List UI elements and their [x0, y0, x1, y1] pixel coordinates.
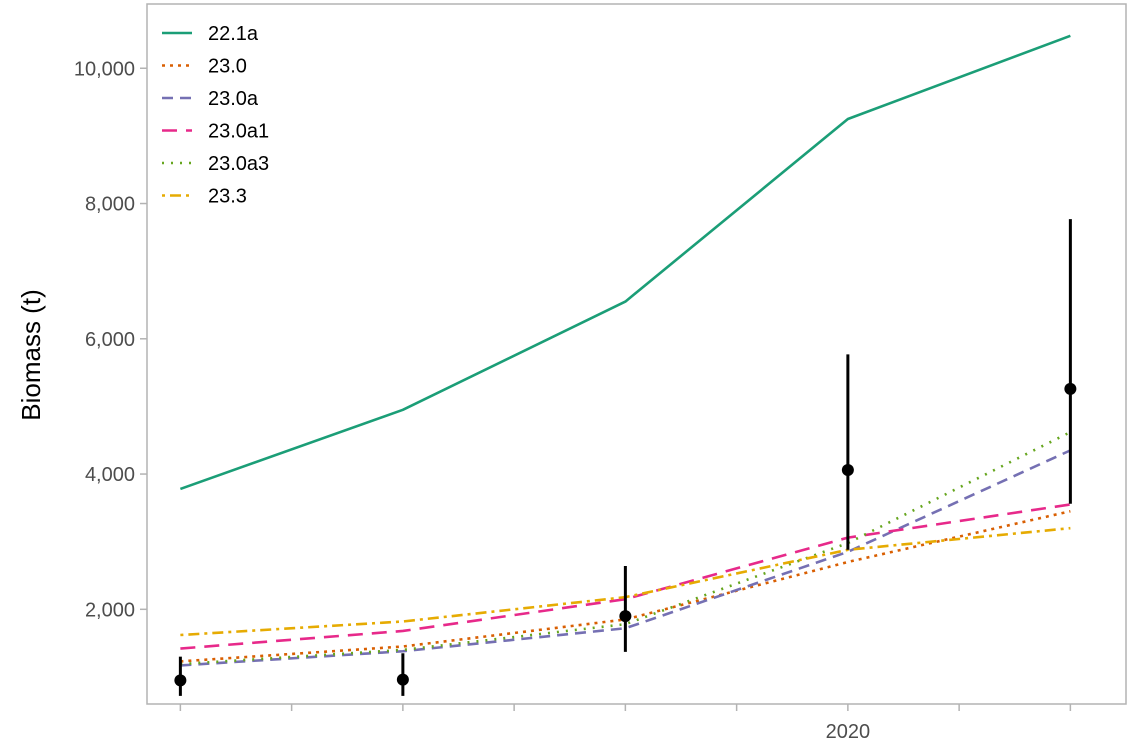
x-tick-label: 2020 [826, 721, 871, 743]
observation-point [396, 673, 409, 686]
legend-label: 22.1a [208, 23, 259, 45]
observation-point [174, 674, 187, 687]
y-tick-label: 8,000 [85, 194, 135, 216]
x-axis: 2020 [179, 704, 1072, 743]
observation-point [841, 463, 854, 476]
series-line-22-1a [179, 34, 1071, 491]
series-line-23-0a1 [180, 503, 1071, 650]
y-axis: 2,000 4,000 6,000 8,000 10,000 [74, 58, 147, 621]
legend-label: 23.3 [208, 186, 247, 208]
y-axis-title: Biomass (t) [16, 289, 46, 420]
observation-point [1064, 382, 1077, 395]
y-tick-label: 10,000 [74, 58, 135, 80]
series-line-23-0a [180, 449, 1071, 667]
y-tick-label: 6,000 [85, 329, 135, 351]
legend: 22.1a 23.0 23.0a 23.0a1 23.0a3 23.3 [162, 23, 269, 208]
legend-label: 23.0a [208, 88, 259, 110]
legend-label: 23.0a3 [208, 153, 269, 175]
series-line-23-0 [180, 509, 1071, 663]
observations-layer [174, 219, 1077, 696]
y-tick-label: 2,000 [85, 599, 135, 621]
plot-panel [146, 3, 1127, 705]
legend-label: 23.0a1 [208, 121, 269, 143]
y-tick-label: 4,000 [85, 464, 135, 486]
series-line-23-0a3 [180, 430, 1071, 666]
observation-point [619, 610, 632, 623]
legend-label: 23.0 [208, 56, 247, 78]
